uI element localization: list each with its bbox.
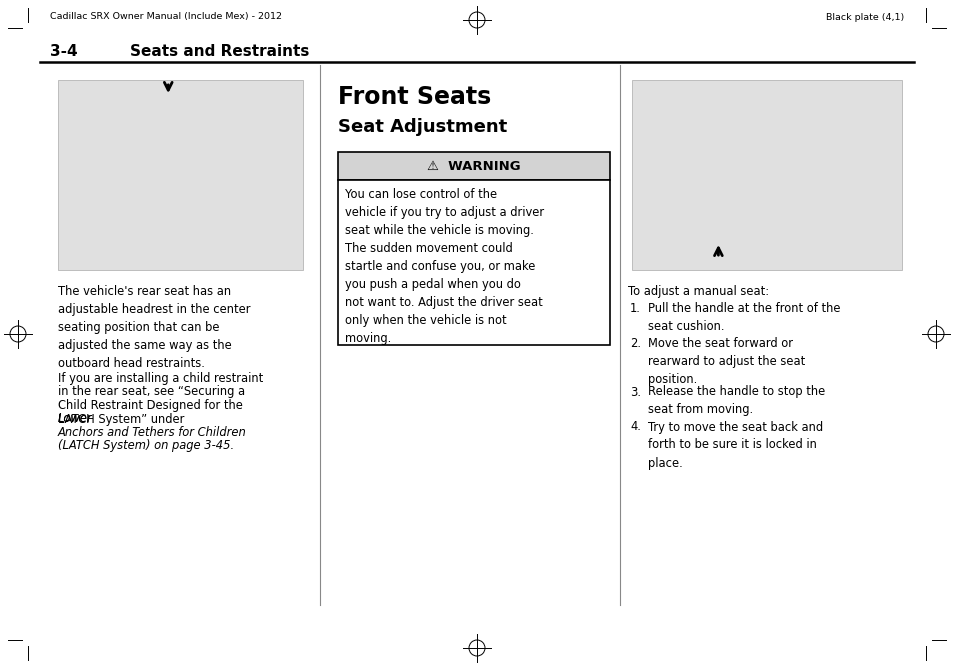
Text: in the rear seat, see “Securing a: in the rear seat, see “Securing a — [58, 385, 245, 399]
Text: 2.: 2. — [629, 337, 640, 350]
Bar — [337, 180, 609, 345]
Text: Child Restraint Designed for the: Child Restraint Designed for the — [58, 399, 243, 412]
Text: Lower: Lower — [58, 413, 92, 426]
Text: Try to move the seat back and
forth to be sure it is locked in
place.: Try to move the seat back and forth to b… — [647, 420, 822, 470]
Text: 4.: 4. — [629, 420, 640, 434]
Text: Anchors and Tethers for Children: Anchors and Tethers for Children — [58, 426, 247, 439]
Text: The vehicle's rear seat has an
adjustable headrest in the center
seating positio: The vehicle's rear seat has an adjustabl… — [58, 285, 251, 370]
Text: ⚠  WARNING: ⚠ WARNING — [427, 160, 520, 172]
Bar — [631, 80, 901, 270]
Bar — [337, 152, 609, 180]
Text: Pull the handle at the front of the
seat cushion.: Pull the handle at the front of the seat… — [647, 302, 840, 333]
Text: You can lose control of the
vehicle if you try to adjust a driver
seat while the: You can lose control of the vehicle if y… — [345, 188, 543, 345]
Text: Seat Adjustment: Seat Adjustment — [337, 118, 507, 136]
Text: Release the handle to stop the
seat from moving.: Release the handle to stop the seat from… — [647, 385, 824, 417]
Text: 1.: 1. — [629, 302, 640, 315]
Text: (LATCH System) on page 3-45.: (LATCH System) on page 3-45. — [58, 440, 233, 452]
Text: Black plate (4,1): Black plate (4,1) — [825, 13, 903, 21]
Bar — [58, 80, 303, 270]
Text: Lower: Lower — [58, 413, 92, 426]
Text: Front Seats: Front Seats — [337, 85, 491, 109]
Text: Cadillac SRX Owner Manual (Include Mex) - 2012: Cadillac SRX Owner Manual (Include Mex) … — [50, 13, 282, 21]
Text: Seats and Restraints: Seats and Restraints — [130, 45, 309, 59]
Text: To adjust a manual seat:: To adjust a manual seat: — [627, 285, 768, 298]
Text: Move the seat forward or
rearward to adjust the seat
position.: Move the seat forward or rearward to adj… — [647, 337, 804, 386]
Text: 3.: 3. — [629, 385, 640, 399]
Text: LATCH System” under: LATCH System” under — [58, 413, 188, 426]
Text: If you are installing a child restraint: If you are installing a child restraint — [58, 372, 263, 385]
Text: 3-4: 3-4 — [50, 45, 77, 59]
